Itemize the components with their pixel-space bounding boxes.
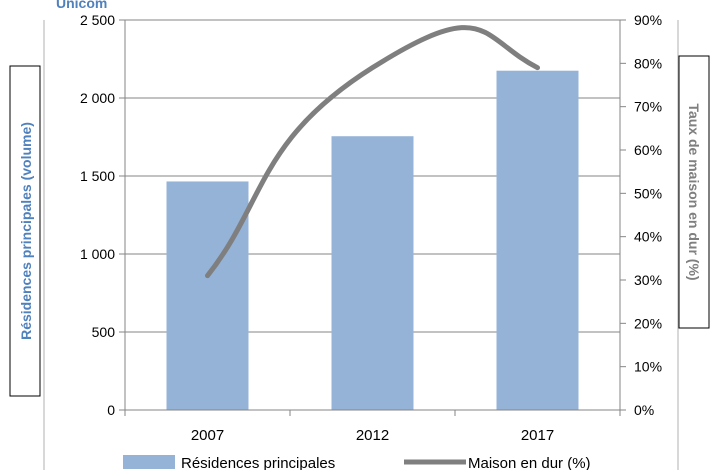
right-axis-ticks: 0% 10% 20% 30% 40% 50% 60% 70% 80% 90%	[620, 12, 662, 418]
line-path	[205, 25, 540, 279]
right-tick-label-1: 10%	[634, 359, 662, 375]
bar-2017	[496, 70, 579, 410]
left-axis-ticks: 0 500 1 000 1 500 2 000 2 500	[80, 12, 125, 418]
right-label-box	[678, 55, 710, 329]
right-tick-label-6: 60%	[634, 142, 662, 158]
category-labels: 2007 2012 2017	[191, 427, 554, 444]
right-tick-label-0: 0%	[634, 402, 654, 418]
legend: Résidences principales Maison en dur (%)	[123, 455, 591, 470]
left-axis-label: Résidences principales (volume)	[18, 122, 34, 340]
chart-title: Unicom	[56, 0, 107, 11]
bars	[166, 70, 579, 410]
axes	[124, 20, 621, 416]
bar-2012	[331, 136, 414, 410]
bar-2007	[166, 181, 249, 410]
left-tick-label-3: 1 500	[80, 168, 115, 184]
right-tick-label-9: 90%	[634, 12, 662, 28]
right-axis-label: Taux de maison en dur (%)	[686, 103, 702, 280]
left-tick-label-0: 0	[107, 402, 115, 418]
category-label-2007: 2007	[191, 427, 224, 444]
legend-label-bar: Résidences principales	[181, 455, 335, 470]
category-label-2017: 2017	[521, 427, 554, 444]
legend-swatch-bar	[123, 455, 175, 469]
left-tick-label-5: 2 500	[80, 12, 115, 28]
right-tick-label-3: 30%	[634, 272, 662, 288]
line-series	[205, 25, 540, 279]
right-tick-label-2: 20%	[634, 315, 662, 331]
right-tick-label-5: 50%	[634, 185, 662, 201]
left-tick-label-4: 2 000	[80, 90, 115, 106]
legend-label-line: Maison en dur (%)	[468, 455, 591, 470]
left-tick-label-2: 1 000	[80, 246, 115, 262]
right-tick-label-8: 80%	[634, 55, 662, 71]
left-tick-label-1: 500	[92, 324, 116, 340]
category-label-2012: 2012	[356, 427, 389, 444]
chart-frames	[9, 20, 710, 470]
right-tick-label-7: 70%	[634, 99, 662, 115]
right-tick-label-4: 40%	[634, 229, 662, 245]
left-label-box	[9, 65, 41, 397]
